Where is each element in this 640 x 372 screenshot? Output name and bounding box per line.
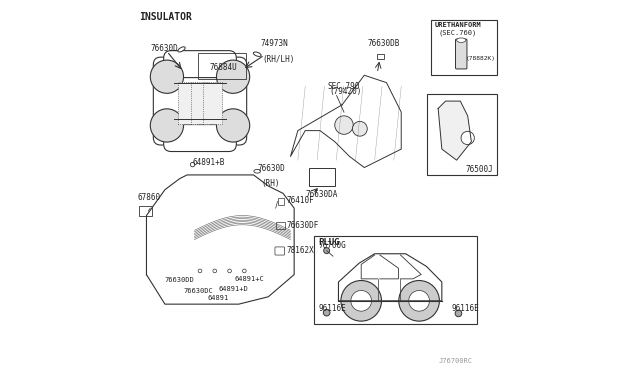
Ellipse shape bbox=[178, 47, 185, 52]
Circle shape bbox=[191, 162, 195, 167]
Text: 76630D: 76630D bbox=[257, 164, 285, 173]
Circle shape bbox=[353, 121, 367, 136]
Ellipse shape bbox=[254, 169, 260, 173]
Polygon shape bbox=[438, 101, 472, 160]
Text: INSULATOR: INSULATOR bbox=[139, 13, 192, 22]
Polygon shape bbox=[339, 254, 442, 301]
Bar bbox=[431, 20, 497, 75]
Polygon shape bbox=[147, 175, 294, 304]
Text: SEC.790: SEC.790 bbox=[328, 82, 360, 91]
Circle shape bbox=[335, 116, 353, 134]
Text: 76500J: 76500J bbox=[466, 165, 493, 174]
Text: 76700G: 76700G bbox=[318, 241, 346, 250]
Text: (RH/LH): (RH/LH) bbox=[263, 55, 295, 64]
Bar bbox=[191, 81, 209, 124]
Circle shape bbox=[351, 291, 372, 311]
FancyBboxPatch shape bbox=[164, 125, 236, 151]
Text: 74973N: 74973N bbox=[261, 39, 289, 48]
Circle shape bbox=[150, 109, 184, 142]
Text: 76410F: 76410F bbox=[287, 196, 314, 205]
FancyBboxPatch shape bbox=[154, 57, 246, 145]
Text: 96116E: 96116E bbox=[318, 304, 346, 313]
Text: J76700RC: J76700RC bbox=[438, 358, 472, 365]
Text: 76630DD: 76630DD bbox=[165, 277, 195, 283]
Text: URETHANFORM: URETHANFORM bbox=[435, 22, 481, 28]
Text: 76884U: 76884U bbox=[209, 63, 237, 72]
Text: 76630DA: 76630DA bbox=[305, 190, 338, 199]
Bar bbox=[278, 198, 284, 205]
Ellipse shape bbox=[253, 52, 261, 57]
Text: 64891+C: 64891+C bbox=[234, 276, 264, 282]
Polygon shape bbox=[291, 75, 401, 167]
Circle shape bbox=[461, 131, 474, 145]
Text: 96116E: 96116E bbox=[451, 304, 479, 313]
Ellipse shape bbox=[456, 38, 466, 42]
Circle shape bbox=[341, 280, 381, 321]
Text: 78162X: 78162X bbox=[287, 246, 314, 255]
Bar bbox=[139, 206, 152, 215]
Circle shape bbox=[409, 291, 429, 311]
Text: 76630DC: 76630DC bbox=[184, 288, 213, 294]
Bar bbox=[203, 81, 221, 124]
Text: (79420): (79420) bbox=[329, 87, 362, 96]
Bar bbox=[198, 53, 246, 79]
Bar bbox=[377, 54, 384, 59]
Circle shape bbox=[216, 109, 250, 142]
Bar bbox=[276, 222, 285, 229]
Text: 76630DB: 76630DB bbox=[368, 39, 401, 48]
Text: PLUG: PLUG bbox=[318, 238, 340, 247]
Circle shape bbox=[455, 310, 462, 317]
Circle shape bbox=[243, 269, 246, 273]
Text: 76630D: 76630D bbox=[150, 44, 178, 53]
Text: 64891+D: 64891+D bbox=[218, 286, 248, 292]
Text: 76630DF: 76630DF bbox=[287, 221, 319, 230]
Circle shape bbox=[323, 310, 330, 316]
Circle shape bbox=[216, 60, 250, 93]
Bar bbox=[314, 236, 477, 324]
Text: (RH): (RH) bbox=[261, 179, 280, 188]
Text: (SEC.760): (SEC.760) bbox=[438, 29, 476, 36]
Text: (78882K): (78882K) bbox=[466, 56, 496, 61]
FancyBboxPatch shape bbox=[456, 39, 467, 69]
FancyBboxPatch shape bbox=[164, 51, 236, 78]
Circle shape bbox=[324, 248, 330, 254]
Text: 64891: 64891 bbox=[207, 295, 228, 301]
Text: 64891+B: 64891+B bbox=[193, 157, 225, 167]
Text: 67860: 67860 bbox=[137, 193, 161, 202]
Circle shape bbox=[228, 269, 232, 273]
Circle shape bbox=[150, 60, 184, 93]
Bar bbox=[427, 94, 497, 175]
FancyBboxPatch shape bbox=[275, 247, 285, 255]
Bar bbox=[309, 167, 335, 186]
Circle shape bbox=[198, 269, 202, 273]
Circle shape bbox=[399, 280, 440, 321]
Circle shape bbox=[213, 269, 216, 273]
Bar bbox=[179, 81, 197, 124]
